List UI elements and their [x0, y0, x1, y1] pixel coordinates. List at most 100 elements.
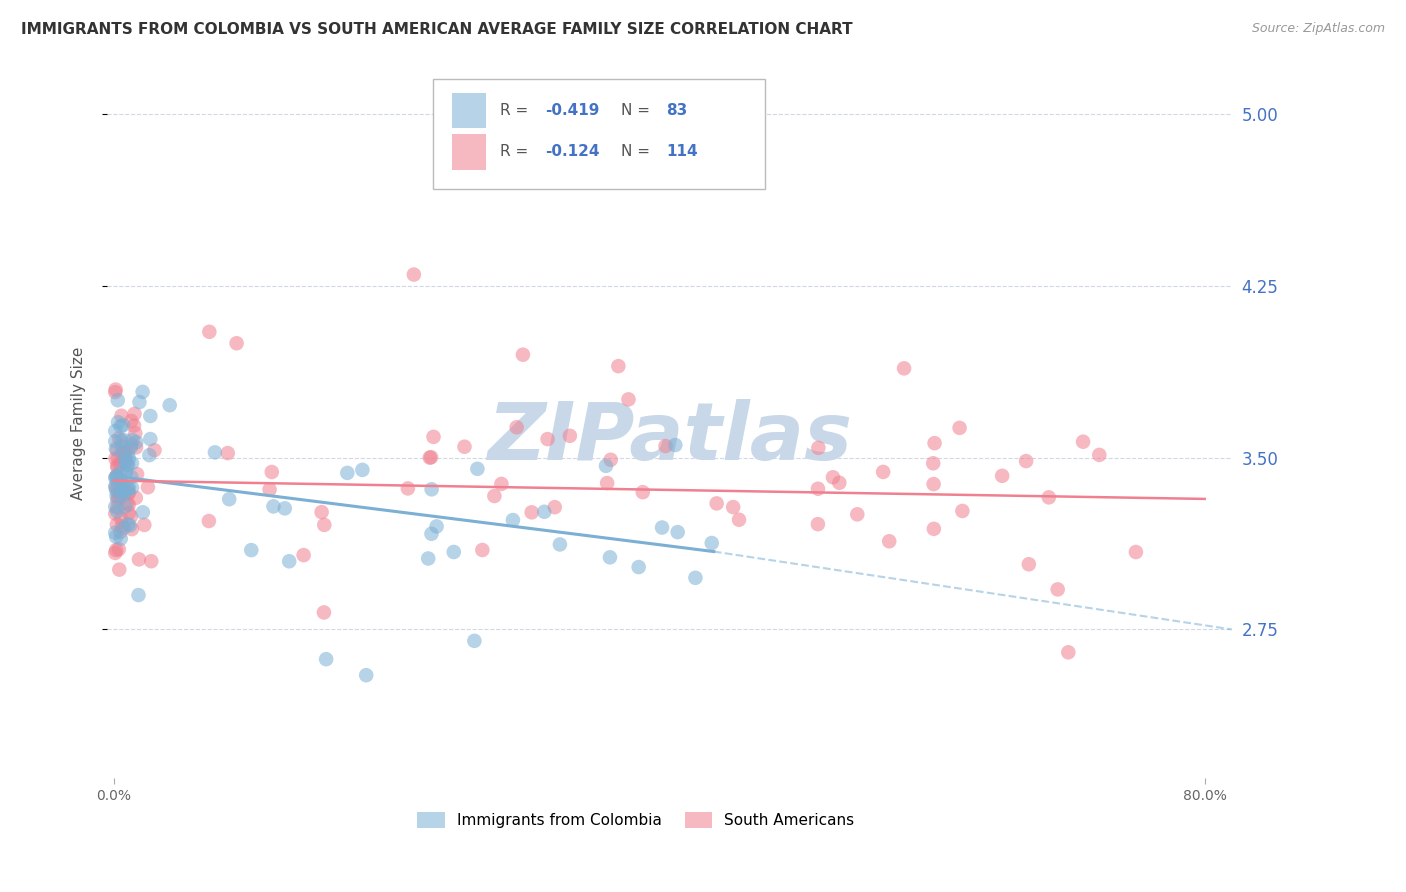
- Point: [110, 475, 132, 489]
- Point: [104, 479, 127, 493]
- Point: [136, 480, 159, 494]
- Point: [127, 588, 149, 602]
- Point: [124, 426, 146, 441]
- Point: [651, 520, 673, 534]
- Point: [262, 500, 284, 514]
- Point: [104, 385, 127, 400]
- Point: [1125, 545, 1147, 559]
- Point: [922, 522, 945, 536]
- Point: [121, 456, 143, 470]
- Point: [627, 560, 650, 574]
- Point: [112, 521, 135, 535]
- Point: [505, 420, 527, 434]
- Text: R =: R =: [499, 145, 533, 160]
- FancyBboxPatch shape: [453, 93, 486, 128]
- Text: N =: N =: [621, 103, 655, 118]
- Point: [274, 501, 297, 516]
- Point: [112, 418, 135, 433]
- Point: [198, 325, 221, 339]
- Point: [1057, 645, 1080, 659]
- Point: [402, 268, 425, 282]
- Point: [396, 482, 419, 496]
- Point: [685, 571, 707, 585]
- Point: [520, 505, 543, 519]
- Point: [114, 455, 136, 469]
- Text: 83: 83: [666, 103, 688, 118]
- Point: [125, 435, 148, 450]
- Point: [112, 488, 135, 502]
- Point: [544, 500, 567, 515]
- Point: [1015, 454, 1038, 468]
- Point: [108, 457, 131, 471]
- Text: ZIPatlas: ZIPatlas: [486, 399, 852, 476]
- Point: [141, 554, 163, 568]
- Text: R =: R =: [499, 103, 533, 118]
- Point: [128, 395, 150, 409]
- Point: [114, 500, 136, 514]
- Point: [419, 450, 441, 465]
- Text: -0.124: -0.124: [544, 145, 599, 160]
- Point: [118, 481, 141, 495]
- Point: [950, 504, 973, 518]
- Point: [1038, 491, 1060, 505]
- Point: [1088, 448, 1111, 462]
- Point: [828, 475, 851, 490]
- Point: [110, 409, 132, 423]
- Point: [596, 476, 619, 491]
- Point: [104, 525, 127, 540]
- Point: [467, 462, 489, 476]
- Point: [617, 392, 640, 407]
- Point: [110, 473, 132, 487]
- Point: [122, 418, 145, 433]
- Point: [846, 508, 869, 522]
- Point: [354, 668, 377, 682]
- Point: [111, 518, 134, 533]
- Point: [110, 512, 132, 526]
- Point: [114, 464, 136, 478]
- Point: [315, 652, 337, 666]
- Point: [706, 496, 728, 510]
- Point: [108, 466, 131, 480]
- Point: [259, 483, 281, 497]
- Point: [240, 543, 263, 558]
- Point: [558, 429, 581, 443]
- Point: [125, 440, 148, 454]
- Point: [117, 483, 139, 498]
- Point: [807, 517, 830, 532]
- Point: [807, 441, 830, 455]
- Point: [418, 551, 440, 566]
- Point: [105, 483, 128, 497]
- Point: [104, 471, 127, 485]
- Point: [117, 458, 139, 472]
- Point: [112, 450, 135, 465]
- Point: [107, 458, 129, 473]
- Point: [108, 542, 131, 557]
- Point: [1071, 434, 1094, 449]
- Point: [502, 513, 524, 527]
- Point: [548, 537, 571, 551]
- Point: [204, 445, 226, 459]
- Point: [138, 448, 160, 462]
- Point: [134, 517, 156, 532]
- Point: [107, 493, 129, 508]
- Point: [111, 439, 134, 453]
- Point: [121, 438, 143, 452]
- Point: [121, 522, 143, 536]
- Point: [110, 524, 132, 539]
- Point: [922, 456, 945, 470]
- Point: [114, 446, 136, 460]
- Point: [420, 450, 443, 465]
- Point: [991, 468, 1014, 483]
- Point: [118, 506, 141, 520]
- Point: [471, 543, 494, 558]
- Point: [1046, 582, 1069, 597]
- Point: [118, 451, 141, 466]
- Point: [131, 384, 153, 399]
- Point: [512, 348, 534, 362]
- Point: [111, 445, 134, 459]
- Point: [104, 424, 127, 438]
- Point: [117, 517, 139, 532]
- Point: [105, 517, 128, 532]
- Point: [159, 398, 181, 412]
- Point: [728, 513, 751, 527]
